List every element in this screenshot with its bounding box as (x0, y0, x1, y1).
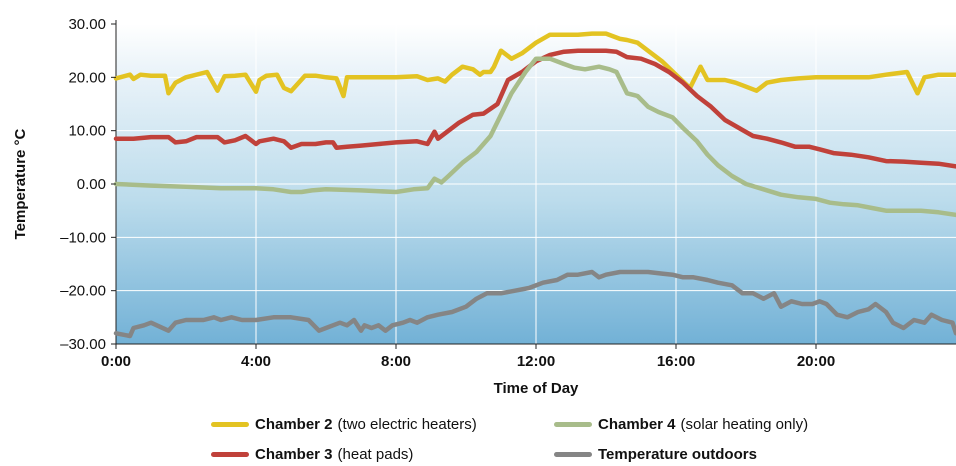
x-tick-label: 0:00 (101, 353, 131, 370)
legend-swatch-chamber-3 (211, 452, 249, 457)
legend-label-chamber-2: Chamber 2 (255, 416, 333, 433)
legend-label-temperature-outdoors: Temperature outdoors (598, 446, 757, 463)
y-tick-label: 20.00 (68, 69, 106, 86)
legend-item-chamber-3: Chamber 3 (heat pads) (211, 446, 413, 463)
x-tick-label: 4:00 (241, 353, 271, 370)
legend-label-chamber-4: Chamber 4 (598, 416, 676, 433)
series-line-chamber-4 (113, 56, 956, 218)
legend-item-chamber-4: Chamber 4 (solar heating only) (554, 416, 808, 433)
x-tick-label: 20:00 (797, 353, 835, 370)
legend-note-chamber-4: (solar heating only) (680, 416, 809, 433)
y-tick-label: 10.00 (68, 123, 106, 140)
legend-swatch-chamber-2 (211, 422, 249, 427)
x-tick-label: 16:00 (657, 353, 695, 370)
legend-item-chamber-2: Chamber 2 (two electric heaters) (211, 416, 477, 433)
y-tick-label: –10.00 (60, 229, 106, 246)
series-line-chamber-2 (113, 31, 956, 99)
legend-label-chamber-3: Chamber 3 (255, 446, 333, 463)
legend-note-chamber-2: (two electric heaters) (337, 416, 477, 433)
x-tick-label: 8:00 (381, 353, 411, 370)
y-tick-label: 0.00 (77, 176, 106, 193)
x-tick-label: 12:00 (517, 353, 555, 370)
legend-swatch-chamber-4 (554, 422, 592, 427)
legend-item-temperature-outdoors: Temperature outdoors (554, 446, 762, 463)
series-layer (113, 31, 956, 339)
y-axis-label: Temperature °C (12, 128, 29, 239)
series-line-temperature-outdoors (113, 269, 956, 339)
x-axis-label: Time of Day (494, 380, 579, 397)
y-tick-label: –30.00 (60, 336, 106, 353)
y-tick-label: –20.00 (60, 283, 106, 300)
legend-swatch-temperature-outdoors (554, 452, 592, 457)
y-tick-label: 30.00 (68, 16, 106, 33)
legend-note-chamber-3: (heat pads) (337, 446, 414, 463)
x-axis-ticks: 0:00 4:00 8:00 12:00 16:00 20:00 (101, 344, 835, 370)
series-line-chamber-3 (113, 48, 956, 169)
y-axis-ticks: 30.00 20.00 10.00 0.00 –10.00 –20.00 –30.00 (60, 16, 116, 353)
